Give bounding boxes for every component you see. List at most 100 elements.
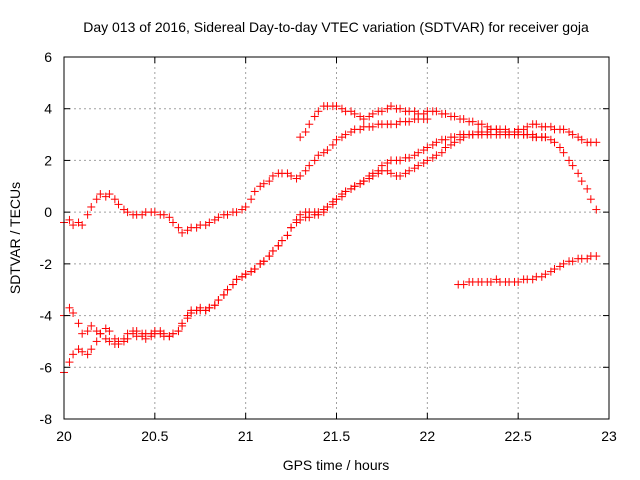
data-point (105, 337, 114, 346)
data-point (592, 205, 601, 214)
data-point (550, 138, 559, 147)
y-tick-label: -4 (40, 308, 53, 324)
data-point (74, 319, 83, 328)
data-point (65, 303, 74, 312)
data-point (359, 177, 368, 186)
data-point (574, 169, 583, 178)
data-point (165, 213, 174, 222)
data-point (265, 252, 274, 261)
y-tick-label: -2 (40, 256, 53, 272)
data-point (486, 277, 495, 286)
data-point (250, 187, 259, 196)
data-point (568, 161, 577, 170)
data-point (223, 285, 232, 294)
data-point (314, 208, 323, 217)
data-point (387, 102, 395, 111)
data-point (310, 112, 319, 121)
data-point (332, 135, 341, 144)
data-point (314, 151, 323, 160)
data-point (568, 130, 577, 139)
data-point (586, 195, 595, 204)
data-point (541, 270, 550, 279)
data-point (292, 215, 301, 224)
data-point (359, 115, 368, 124)
data-point (87, 321, 96, 330)
data-point (232, 208, 241, 217)
data-point (296, 210, 305, 219)
data-point (114, 200, 123, 209)
chart-title: Day 013 of 2016, Sidereal Day-to-day VTE… (83, 19, 589, 35)
data-point (550, 265, 559, 274)
data-point (138, 329, 147, 338)
data-point (332, 195, 341, 204)
data-point (441, 109, 450, 118)
data-point (83, 210, 92, 219)
data-point (241, 202, 250, 211)
data-point (123, 208, 132, 217)
data-point (69, 350, 78, 359)
data-point (555, 143, 564, 152)
data-series-5 (454, 252, 601, 289)
x-tick-label: 21 (238, 428, 254, 444)
data-point (414, 161, 423, 170)
data-point (350, 182, 359, 191)
data-point (183, 311, 192, 320)
data-point (214, 213, 223, 222)
data-point (83, 350, 92, 359)
data-point (405, 117, 414, 126)
data-point (323, 146, 332, 155)
y-tick-label: 2 (44, 152, 52, 168)
data-point (283, 231, 292, 240)
data-point (532, 120, 541, 129)
data-point (196, 303, 205, 312)
data-point (541, 133, 550, 142)
data-point (328, 140, 337, 149)
data-point (305, 120, 314, 129)
data-point (396, 171, 405, 180)
data-point (441, 135, 450, 144)
x-tick-label: 23 (601, 428, 617, 444)
x-tick-label: 22.5 (505, 428, 532, 444)
data-point (169, 329, 177, 338)
data-point (459, 133, 468, 142)
x-tick-label: 20.5 (141, 428, 168, 444)
data-series-3 (60, 125, 550, 377)
data-point (78, 329, 87, 338)
data-point (450, 112, 459, 121)
data-point (247, 195, 256, 204)
y-axis-label: SDTVAR / TECUs (7, 182, 23, 294)
data-point (228, 280, 237, 289)
data-point (368, 171, 377, 180)
y-tick-labels: -8 -6 -4 -2 0 2 4 6 (40, 49, 53, 427)
data-point (92, 195, 101, 204)
data-point (405, 166, 414, 175)
data-point (174, 327, 183, 336)
x-axis-label: GPS time / hours (283, 457, 390, 473)
data-point (314, 107, 323, 116)
data-point (214, 296, 223, 305)
data-series-1 (60, 115, 432, 237)
data-point (414, 148, 423, 157)
data-point (432, 138, 441, 147)
data-point (377, 107, 386, 116)
data-point (459, 115, 468, 124)
data-point (477, 120, 486, 129)
data-point (341, 130, 350, 139)
data-point (423, 156, 432, 165)
data-point (159, 210, 168, 219)
x-tick-label: 22 (420, 428, 436, 444)
data-point (96, 329, 105, 338)
data-point (559, 125, 568, 134)
data-point (296, 171, 305, 180)
data-point (150, 208, 159, 217)
data-point (287, 171, 296, 180)
grid-lines (64, 57, 609, 419)
data-point (437, 148, 446, 157)
data-point (568, 257, 577, 266)
data-point (332, 102, 341, 111)
data-point (468, 130, 477, 139)
data-point (305, 161, 314, 170)
data-point (210, 301, 219, 310)
data-point (65, 215, 74, 224)
y-tick-label: -8 (40, 411, 53, 427)
